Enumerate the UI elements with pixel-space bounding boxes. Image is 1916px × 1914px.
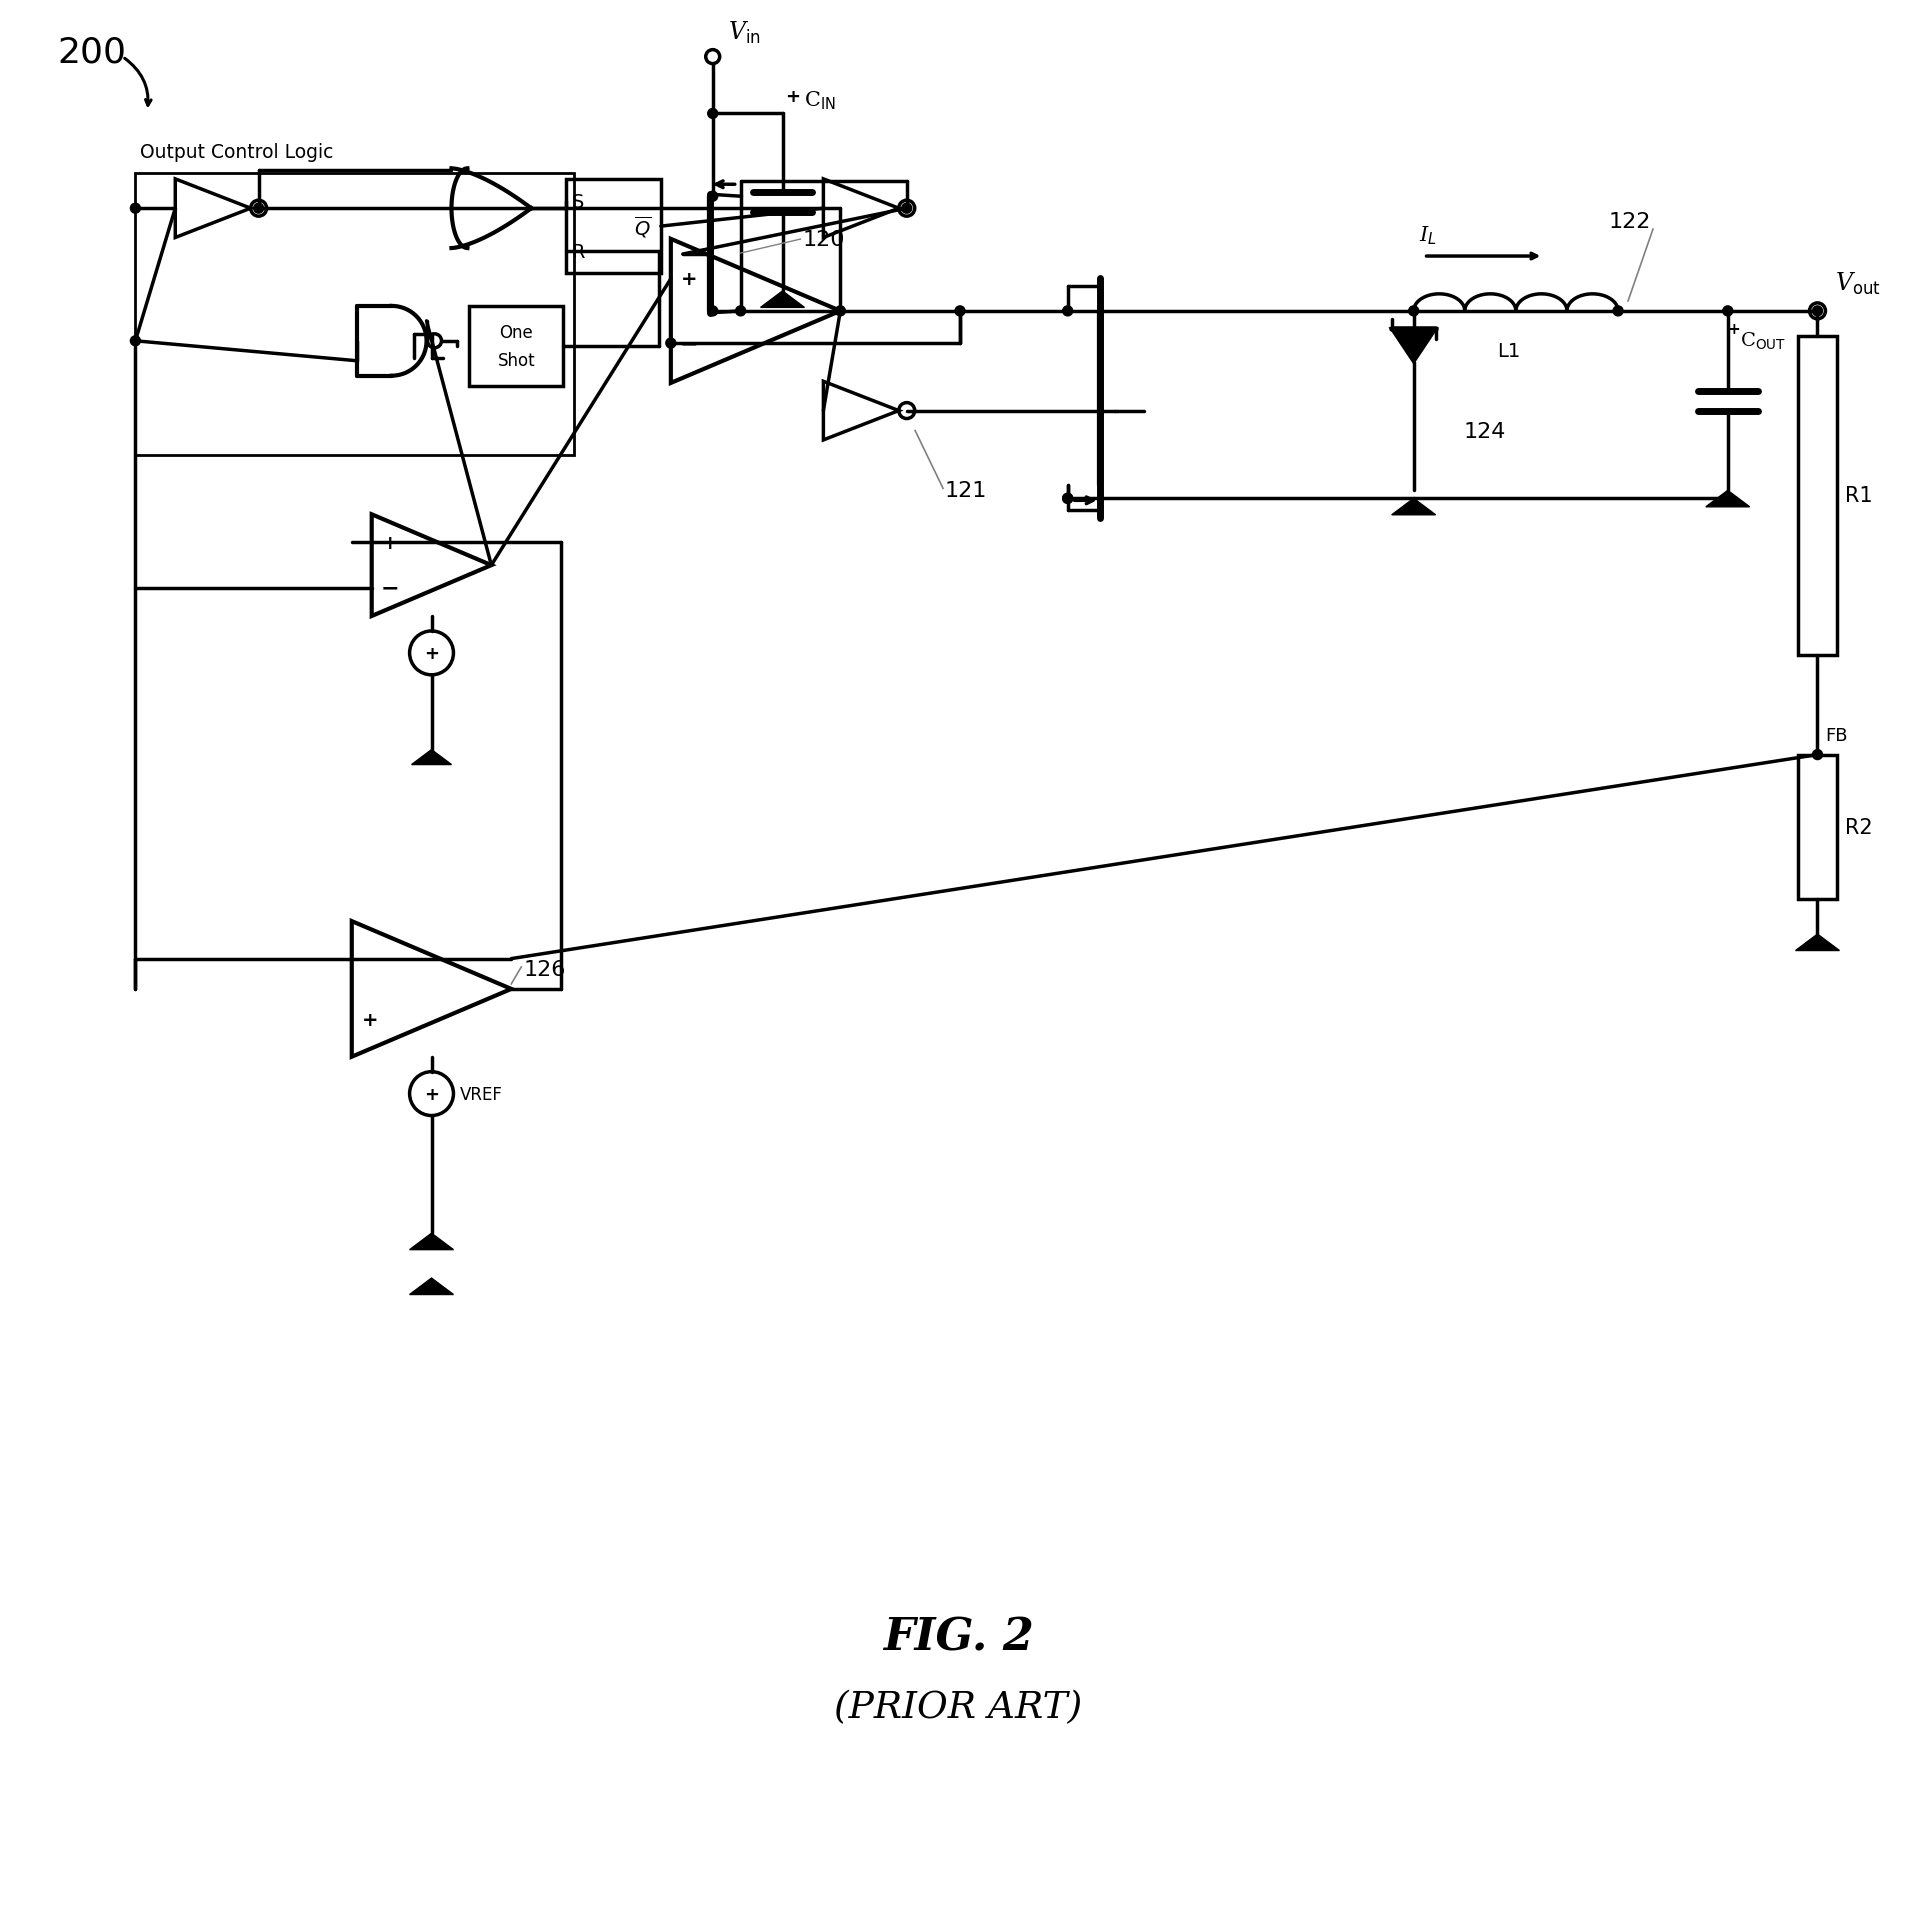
Circle shape — [1613, 306, 1623, 316]
Text: C$_{\rm IN}$: C$_{\rm IN}$ — [805, 90, 835, 111]
Text: FIG. 2: FIG. 2 — [883, 1615, 1033, 1659]
Bar — [1797, 756, 1837, 900]
Text: R2: R2 — [1845, 817, 1874, 838]
Text: One: One — [500, 323, 533, 341]
Circle shape — [130, 337, 140, 346]
Polygon shape — [410, 1233, 454, 1250]
Circle shape — [1722, 306, 1732, 316]
Text: 122: 122 — [1608, 212, 1650, 232]
Polygon shape — [761, 291, 805, 308]
Text: S: S — [571, 193, 584, 212]
Text: R: R — [571, 243, 584, 262]
Circle shape — [954, 306, 966, 316]
Bar — [565, 180, 661, 274]
Circle shape — [1813, 306, 1822, 316]
Circle shape — [707, 191, 718, 203]
Circle shape — [707, 109, 718, 119]
Bar — [136, 174, 575, 456]
Text: V$_{\rm in}$: V$_{\rm in}$ — [728, 19, 761, 46]
Text: +: + — [786, 88, 801, 105]
Text: +: + — [423, 1085, 439, 1102]
Text: −: − — [680, 333, 697, 354]
Text: C$_{\rm OUT}$: C$_{\rm OUT}$ — [1740, 331, 1786, 352]
Text: L1: L1 — [1496, 341, 1519, 360]
Circle shape — [902, 205, 912, 214]
Circle shape — [736, 306, 745, 316]
Bar — [469, 306, 563, 387]
Text: 120: 120 — [803, 230, 845, 251]
Polygon shape — [1705, 492, 1749, 507]
Polygon shape — [1795, 934, 1839, 951]
Circle shape — [1063, 494, 1073, 503]
Text: V$_{\rm out}$: V$_{\rm out}$ — [1836, 270, 1882, 297]
Circle shape — [130, 205, 140, 214]
Text: Shot: Shot — [498, 352, 535, 369]
Circle shape — [667, 339, 676, 348]
Text: VREF: VREF — [460, 1085, 502, 1102]
Circle shape — [707, 306, 718, 316]
Text: $\overline{Q}$: $\overline{Q}$ — [634, 214, 651, 239]
Polygon shape — [1391, 329, 1435, 362]
Text: +: + — [423, 645, 439, 662]
Text: −: − — [381, 578, 399, 599]
Text: FB: FB — [1826, 725, 1847, 745]
Text: 124: 124 — [1464, 421, 1506, 442]
Text: 200: 200 — [57, 36, 126, 69]
Circle shape — [835, 306, 845, 316]
Circle shape — [1408, 306, 1418, 316]
Text: +: + — [362, 1011, 377, 1030]
Text: Output Control Logic: Output Control Logic — [140, 144, 333, 163]
Circle shape — [1063, 494, 1073, 503]
Text: −: − — [360, 949, 379, 968]
Polygon shape — [410, 1279, 454, 1296]
Text: +: + — [1726, 322, 1740, 337]
Text: 126: 126 — [523, 959, 565, 980]
Circle shape — [1813, 750, 1822, 760]
Bar — [1797, 337, 1837, 655]
Circle shape — [1063, 306, 1073, 316]
Text: +: + — [680, 270, 697, 289]
Text: I$_L$: I$_L$ — [1418, 224, 1437, 247]
Circle shape — [253, 205, 264, 214]
Polygon shape — [1391, 500, 1435, 515]
Text: +: + — [381, 534, 399, 553]
Text: (PRIOR ART): (PRIOR ART) — [833, 1688, 1083, 1725]
Text: R1: R1 — [1845, 486, 1874, 505]
Text: 121: 121 — [945, 480, 987, 501]
Polygon shape — [412, 750, 452, 766]
